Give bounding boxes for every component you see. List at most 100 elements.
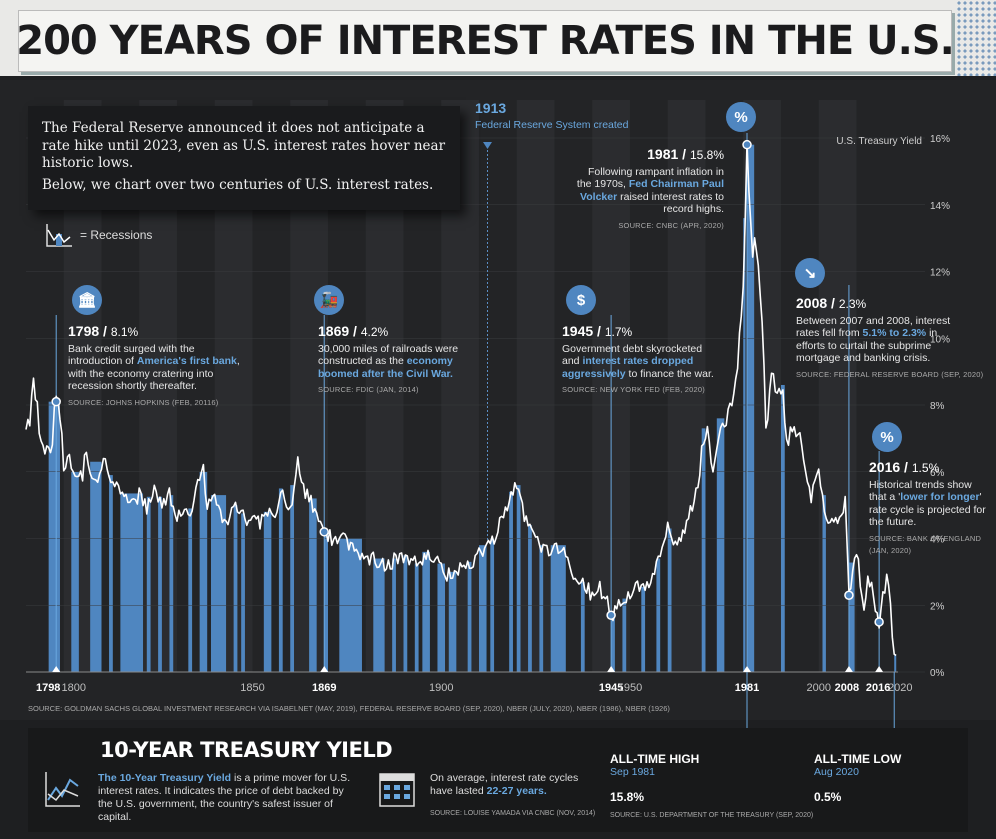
annotation-1798-source: SOURCE: JOHNS HOPKINS (FEB, 20116): [68, 397, 219, 407]
recession-bar: [747, 144, 755, 673]
annotation-2016-rate: 1.5%: [911, 461, 940, 475]
y-tick-label: 4%: [930, 535, 945, 546]
marker-2008: [844, 590, 854, 600]
all-time-high: ALL-TIME HIGH Sep 1981 15.8%: [610, 752, 699, 804]
fed-event-text: Federal Reserve System created: [475, 118, 629, 131]
annotation-2008-source: SOURCE: FEDERAL RESERVE BOARD (SEP, 2020…: [796, 369, 984, 379]
cycle-text: On average, interest rate cycles have la…: [430, 772, 579, 797]
hand-percent-icon: %: [872, 422, 902, 452]
annotation-1798-rate: 8.1%: [110, 325, 139, 339]
annotation-2008-year: 2008: [796, 295, 828, 311]
annotation-1981-highlight: Fed Chairman Paul Volcker: [580, 178, 724, 203]
recession-legend-icon: [46, 224, 72, 247]
recession-bar: [478, 545, 487, 672]
calendar-icon: [379, 773, 415, 807]
recession-bar: [233, 505, 238, 672]
annotation-1945-year: 1945: [562, 323, 594, 339]
y-tick-label: 10%: [930, 334, 950, 345]
treasury-yield-title: 10-YEAR TREASURY YIELD: [100, 738, 393, 762]
x-tick-label: 1900: [429, 682, 453, 694]
annotation-2008-heading: 2008 / 2.3%: [796, 295, 867, 311]
annotation-1981-pre: Following rampant inflation in the 1970s…: [576, 165, 724, 191]
percent-icon: %: [726, 102, 756, 132]
money-bag-icon: $: [566, 285, 596, 315]
annotation-2016-text: Historical trends show that a 'lower for…: [869, 479, 987, 529]
recession-bar: [71, 471, 79, 672]
annotation-1798-year: 1798: [68, 323, 100, 339]
recession-bar: [509, 491, 513, 672]
y-tick-label: 6%: [930, 468, 945, 479]
recession-bar: [309, 498, 317, 672]
x-tick-label: 2020: [888, 682, 912, 694]
all-time-high-value: 15.8%: [610, 790, 645, 804]
marker-2016: [874, 617, 884, 627]
recession-bar: [580, 581, 585, 672]
recession-bar: [894, 655, 897, 672]
treasury-yield-description: The 10-Year Treasury Yield is a prime mo…: [98, 772, 358, 824]
annotation-1945-rate: 1.7%: [604, 325, 633, 339]
cycle-description: On average, interest rate cycles have la…: [430, 772, 580, 798]
yield-line: [25, 141, 897, 657]
recession-bar: [188, 508, 193, 672]
annotation-2016-source: SOURCE: BANK OF ENGLAND (JAN, 2020): [869, 533, 982, 556]
recession-bar: [448, 571, 457, 672]
y-tick-label: 2%: [930, 601, 945, 612]
annotation-1869-pre: 30,000 miles of railroads were construct…: [318, 342, 459, 368]
recession-bar: [550, 545, 566, 672]
recession-bar: [392, 558, 396, 672]
marker-1945: [606, 610, 616, 621]
dot-pattern-decoration: [956, 0, 996, 76]
decade-band: [516, 100, 555, 672]
stat-source: SOURCE: U.S. DEPARTMENT OF THE TREASURY …: [610, 812, 814, 819]
treasury-yield-panel: 10-YEAR TREASURY YIELD The 10-Year Treas…: [28, 728, 968, 832]
recession-bar: [667, 528, 672, 672]
recession-bar: [822, 495, 826, 672]
recession-bar: [278, 488, 283, 672]
x-tick-triangle: [743, 666, 752, 672]
train-icon: 🚂: [314, 285, 344, 315]
all-time-low-label: ALL-TIME LOW: [814, 752, 902, 766]
yield-chart-icon: [45, 772, 80, 807]
annotation-1798-heading: 1798 / 8.1%: [68, 323, 139, 339]
recession-bar: [210, 495, 227, 672]
intro-paragraph-2: Below, we chart over two centuries of U.…: [42, 177, 434, 193]
annotation-2016-highlight: lower for longer: [900, 491, 980, 503]
cycle-highlight: 22-27 years.: [486, 785, 547, 797]
y-tick-label: 0%: [930, 668, 945, 679]
all-time-low: ALL-TIME LOW Aug 2020 0.5%: [814, 752, 901, 804]
recession-bar: [109, 475, 113, 672]
page-title: 200 YEARS OF INTEREST RATES IN THE U.S.: [16, 18, 955, 64]
recession-bar: [48, 401, 60, 672]
x-tick-label: 2016: [866, 682, 890, 694]
recession-bar: [622, 598, 627, 672]
annotation-1945-source: SOURCE: NEW YORK FED (FEB, 2020): [562, 385, 705, 394]
fed-event-year: 1913: [475, 100, 507, 116]
recession-bar: [437, 563, 446, 672]
y-tick-label: 8%: [930, 401, 945, 412]
recession-bar: [169, 495, 174, 672]
chart-sources: SOURCE: GOLDMAN SACHS GLOBAL INVESTMENT …: [28, 704, 670, 713]
recession-bar: [403, 555, 408, 672]
marker-1869: [319, 527, 329, 537]
annotation-1798: 1798 / 8.1% Bank credit surged with the …: [68, 323, 243, 409]
bank-icon: 🏛: [72, 285, 102, 315]
annotation-1981-rate: 15.8%: [689, 148, 724, 162]
annotation-2008-highlight: 5.1% to 2.3%: [862, 327, 927, 339]
x-tick-label: 1850: [240, 682, 264, 694]
annotation-2008-pre: Between 2007 and 2008, interest rates fe…: [796, 314, 951, 340]
x-tick-label: 2008: [835, 682, 859, 694]
annotation-1981-source: SOURCE: CNBC (APR, 2020): [618, 220, 724, 230]
annotation-2016-pre: Historical trends show that a ': [869, 478, 972, 504]
annotation-2008: 2008 / 2.3% Between 2007 and 2008, inter…: [796, 295, 984, 381]
recession-legend: = Recessions: [44, 222, 152, 248]
recession-bar: [611, 611, 615, 672]
recession-bar: [158, 496, 162, 672]
treasury-yield-highlight: The 10-Year Treasury Yield: [98, 772, 232, 784]
annotation-1869-text: 30,000 miles of railroads were construct…: [318, 343, 463, 381]
y-tick-label: 12%: [930, 268, 950, 279]
all-time-high-date: Sep 1981: [610, 766, 655, 778]
x-tick-label: 1950: [618, 682, 642, 694]
recession-bar: [263, 511, 272, 672]
recession-bar: [848, 562, 855, 672]
